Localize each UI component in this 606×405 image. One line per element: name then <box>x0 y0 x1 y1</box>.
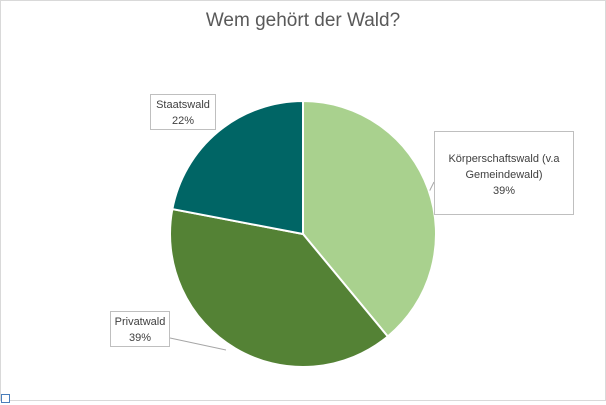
pie-slice-staatswald <box>171 99 304 236</box>
callout-privatwald-value: 39% <box>128 332 152 344</box>
callout-staatswald: Staatswald 22% <box>150 94 216 130</box>
callout-staatswald-name: Staatswald <box>156 99 210 111</box>
leader-line <box>169 337 227 351</box>
callout-koerperschaftswald-value: 39% <box>492 185 516 197</box>
callout-koerperschaftswald-line1: Körperschaftswald (v.a <box>448 153 560 165</box>
callout-privatwald: Privatwald 39% <box>110 311 170 347</box>
pie-slices <box>169 99 437 368</box>
chart-title: Wem gehört der Wald? <box>205 10 401 31</box>
resize-handle-icon[interactable] <box>1 394 10 403</box>
callout-privatwald-name: Privatwald <box>114 316 166 328</box>
callout-staatswald-value: 22% <box>171 115 195 127</box>
pie-slice-koerperschaftswald <box>302 99 437 338</box>
pie-slice-privatwald <box>169 207 390 368</box>
callout-koerperschaftswald-line2: Gemeindewald) <box>465 169 543 181</box>
callout-koerperschaftswald: Körperschaftswald (v.a Gemeindewald) 39% <box>434 131 574 215</box>
